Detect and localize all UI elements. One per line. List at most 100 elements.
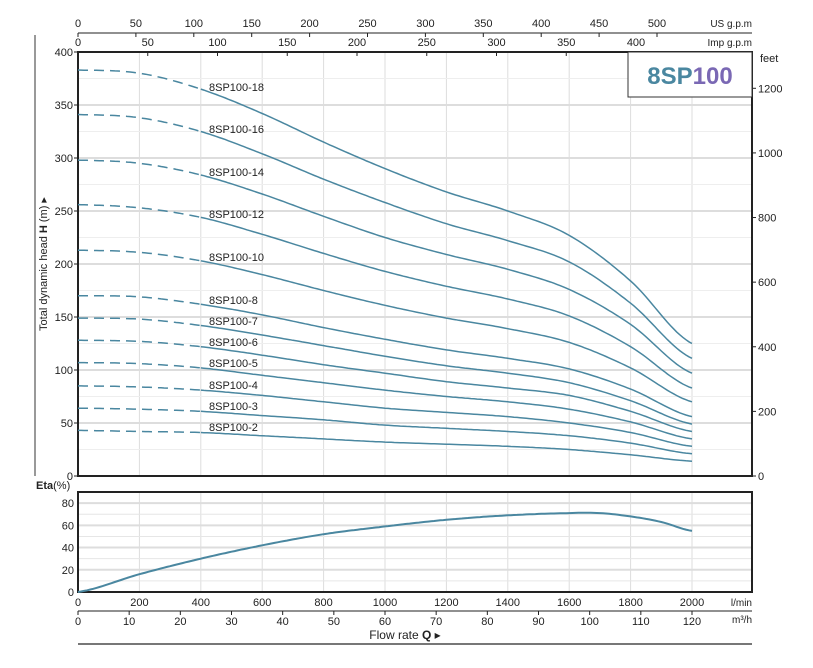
y2-tick-label: 0	[758, 471, 764, 483]
y2-tick-label: 1000	[758, 148, 782, 160]
m3h-tick-label: 70	[430, 616, 442, 628]
curve-label: 8SP100-18	[209, 82, 264, 94]
curve-8SP100-18	[200, 88, 693, 345]
title-box	[627, 51, 753, 98]
lmin-tick-label: 400	[192, 597, 210, 609]
y2-tick-label: 600	[758, 277, 776, 289]
y-tick-label: 350	[55, 100, 73, 112]
curve-8SP100-3	[200, 410, 693, 455]
curve-8SP100-16	[200, 130, 693, 359]
us-gpm-tick-label: 150	[243, 18, 261, 30]
curve-8SP100-2	[200, 431, 693, 462]
chart-title: 8SP100	[647, 63, 732, 90]
curve-label: 8SP100-12	[209, 209, 264, 221]
curve-dashed-8SP100-16	[77, 113, 202, 133]
curve-label: 8SP100-8	[209, 295, 258, 307]
curve-8SP100-10	[200, 260, 693, 403]
curve-dashed-8SP100-7	[78, 317, 201, 327]
title-suffix: 100	[693, 63, 733, 90]
m3h-tick-label: 100	[580, 616, 598, 628]
m3h-tick-label: 0	[75, 616, 81, 628]
lmin-tick-label: 0	[75, 597, 81, 609]
curve-dashed-8SP100-5	[78, 361, 201, 369]
us-gpm-tick-label: 500	[648, 18, 666, 30]
title-prefix: 8SP	[647, 63, 692, 90]
m3h-tick-label: 40	[277, 616, 289, 628]
curve-8SP100-14	[200, 174, 693, 374]
y-tick-label: 0	[67, 471, 73, 483]
us-gpm-tick-label: 100	[185, 18, 203, 30]
curve-label: 8SP100-2	[209, 422, 258, 434]
imp-gpm-tick-label: 400	[627, 37, 645, 49]
y2-tick-label: 1200	[758, 83, 782, 95]
m3h-tick-label: 110	[632, 616, 650, 628]
us-gpm-tick-label: 300	[416, 18, 434, 30]
curve-label: 8SP100-3	[209, 401, 258, 413]
imp-gpm-tick-label: 250	[418, 37, 436, 49]
us-gpm-tick-label: 350	[474, 18, 492, 30]
curve-label: 8SP100-14	[209, 167, 264, 179]
eta-tick-label: 20	[62, 565, 74, 577]
lmin-tick-label: 1200	[434, 597, 458, 609]
imp-gpm-tick-label: 300	[487, 37, 505, 49]
curve-8SP100-7	[200, 324, 693, 425]
us-gpm-label: US g.p.m	[710, 19, 752, 30]
y-tick-label: 50	[61, 418, 73, 430]
curve-8SP100-4	[200, 389, 693, 448]
y2-axis-label: feet	[760, 53, 778, 65]
curve-label: 8SP100-6	[209, 337, 258, 349]
us-gpm-tick-label: 200	[300, 18, 318, 30]
eta-tick-label: 60	[62, 520, 74, 532]
lmin-tick-label: 600	[253, 597, 271, 609]
m3h-tick-label: 50	[328, 616, 340, 628]
curve-label: 8SP100-10	[209, 252, 264, 264]
eta-tick-label: 80	[62, 498, 74, 510]
curve-dashed-8SP100-3	[78, 407, 201, 413]
imp-gpm-tick-label: 100	[208, 37, 226, 49]
m3h-tick-label: 10	[123, 616, 135, 628]
us-gpm-tick-label: 400	[532, 18, 550, 30]
y-tick-label: 400	[55, 47, 73, 59]
y-tick-label: 300	[55, 153, 73, 165]
curve-dashed-8SP100-18	[77, 69, 202, 90]
curve-dashed-8SP100-12	[77, 203, 201, 219]
curve-label: 8SP100-4	[209, 380, 258, 392]
lmin-tick-label: 1000	[373, 597, 397, 609]
imp-gpm-tick-label: 350	[557, 37, 575, 49]
curve-dashed-8SP100-14	[77, 159, 201, 176]
curve-dashed-8SP100-6	[78, 339, 201, 348]
us-gpm-tick-label: 450	[590, 18, 608, 30]
lmin-label: l/min	[731, 598, 752, 609]
y-tick-label: 100	[55, 365, 73, 377]
lmin-tick-label: 1400	[496, 597, 520, 609]
y-tick-label: 150	[55, 312, 73, 324]
lmin-tick-label: 2000	[680, 597, 704, 609]
us-gpm-tick-label: 250	[358, 18, 376, 30]
curve-8SP100-6	[200, 345, 693, 433]
y2-tick-label: 800	[758, 213, 776, 225]
m3h-tick-label: 80	[481, 616, 493, 628]
y-tick-label: 200	[55, 259, 73, 271]
curve-dashed-8SP100-8	[78, 295, 201, 306]
us-gpm-tick-label: 0	[75, 18, 81, 30]
imp-gpm-tick-label: 200	[348, 37, 366, 49]
curve-label: 8SP100-7	[209, 316, 258, 328]
lmin-tick-label: 1600	[557, 597, 581, 609]
curve-label: 8SP100-16	[209, 124, 264, 136]
curve-8SP100-12	[200, 216, 693, 389]
eta-plot-frame	[77, 491, 753, 593]
curve-dashed-8SP100-4	[78, 385, 201, 391]
lmin-tick-label: 1800	[618, 597, 642, 609]
lmin-tick-label: 800	[314, 597, 332, 609]
y2-tick-label: 200	[758, 406, 776, 418]
x-axis-label: Flow rate Q ▸	[369, 628, 440, 642]
m3h-tick-label: 90	[532, 616, 544, 628]
y2-tick-label: 400	[758, 342, 776, 354]
m3h-tick-label: 30	[225, 616, 237, 628]
eta-tick-label: 0	[68, 587, 74, 599]
m3h-tick-label: 60	[379, 616, 391, 628]
imp-gpm-tick-label: 150	[278, 37, 296, 49]
eta-curve	[77, 511, 693, 593]
